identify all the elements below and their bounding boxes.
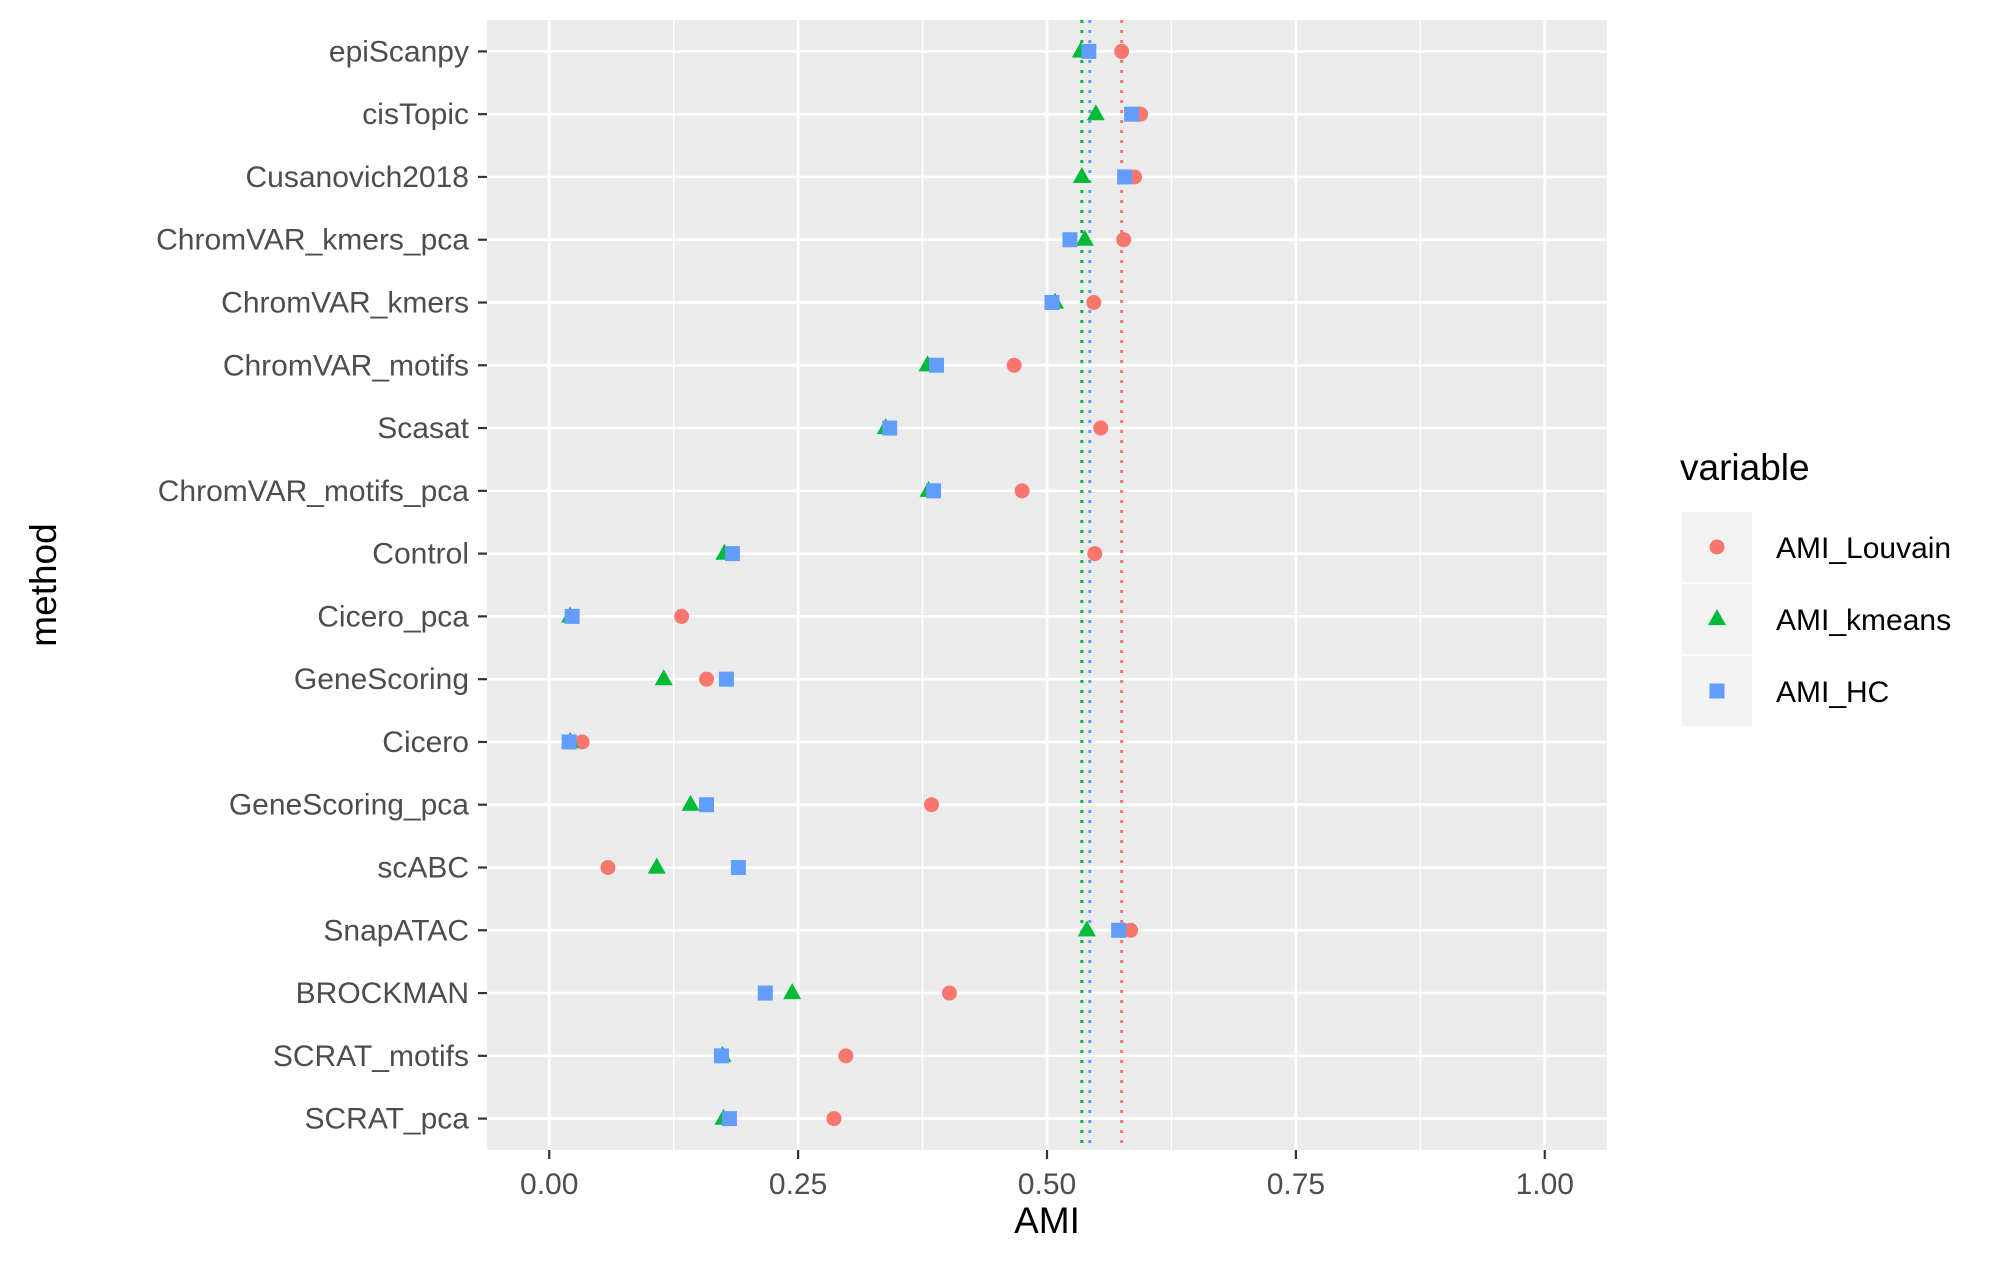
y-tick-label: ChromVAR_kmers_pca: [156, 224, 469, 257]
y-tick-label: BROCKMAN: [296, 977, 469, 1010]
point-AMI_Louvain-ChromVAR_motifs: [1006, 357, 1022, 373]
y-tick-label: Cicero: [382, 726, 469, 759]
y-tick-label: SCRAT_motifs: [273, 1040, 469, 1073]
grid-major: [487, 20, 1607, 1150]
point-AMI_Louvain-Control: [1087, 546, 1103, 562]
x-tick-label: 0.00: [520, 1168, 578, 1201]
legend-label: AMI_kmeans: [1776, 604, 1951, 637]
point-AMI_kmeans-Cusanovich2018: [1072, 167, 1091, 184]
point-AMI_HC-Cicero_pca: [564, 608, 580, 624]
legend-label: AMI_Louvain: [1776, 532, 1951, 565]
point-AMI_Louvain-GeneScoring_pca: [924, 797, 940, 813]
x-axis-title: AMI: [1014, 1200, 1080, 1241]
legend-key-marker-AMI_kmeans: [1708, 609, 1726, 626]
point-AMI_Louvain-ChromVAR_kmers_pca: [1116, 232, 1132, 248]
point-AMI_Louvain-GeneScoring: [699, 671, 715, 687]
point-AMI_kmeans-GeneScoring_pca: [681, 794, 700, 811]
y-tick-label: SnapATAC: [323, 914, 469, 947]
point-AMI_kmeans-scABC: [647, 857, 666, 874]
x-tick-label: 0.75: [1267, 1168, 1325, 1201]
x-tick-label: 0.50: [1018, 1168, 1076, 1201]
point-AMI_Louvain-ChromVAR_motifs_pca: [1014, 483, 1030, 499]
point-AMI_Louvain-Scasat: [1093, 420, 1109, 436]
legend-key-marker-AMI_HC: [1709, 683, 1725, 699]
point-AMI_Louvain-ChromVAR_kmers: [1086, 295, 1102, 310]
point-AMI_HC-Control: [724, 546, 740, 562]
reference-lines: [1080, 20, 1124, 1150]
point-AMI_HC-Scasat: [882, 420, 898, 436]
point-AMI_kmeans-BROCKMAN: [783, 983, 802, 1000]
y-axis-title: method: [23, 523, 64, 646]
point-AMI_kmeans-ChromVAR_kmers_pca: [1075, 229, 1094, 246]
point-AMI_HC-ChromVAR_motifs_pca: [926, 483, 942, 499]
point-AMI_HC-BROCKMAN: [757, 985, 773, 1001]
y-axis: epiScanpy cisTopic Cusanovich2018 ChromVAR_…: [156, 35, 487, 1136]
point-AMI_Louvain-BROCKMAN: [941, 985, 957, 1001]
y-tick-label: epiScanpy: [329, 35, 469, 68]
point-AMI_HC-scABC: [730, 860, 746, 875]
data-points: [561, 41, 1149, 1127]
point-AMI_Louvain-scABC: [600, 860, 616, 875]
point-AMI_HC-ChromVAR_kmers: [1044, 295, 1060, 310]
y-tick-label: SCRAT_pca: [304, 1103, 469, 1136]
point-AMI_Louvain-Cicero_pca: [674, 608, 690, 624]
point-AMI_HC-GeneScoring: [718, 671, 734, 687]
y-tick-label: scABC: [377, 852, 469, 885]
point-AMI_Louvain-SCRAT_pca: [826, 1111, 842, 1127]
point-AMI_Louvain-SnapATAC: [1123, 922, 1139, 938]
point-AMI_HC-GeneScoring_pca: [699, 797, 715, 813]
y-tick-label: Cusanovich2018: [246, 161, 470, 194]
legend-key-marker-AMI_Louvain: [1709, 539, 1725, 555]
y-tick-label: Control: [372, 538, 469, 571]
point-AMI_HC-cisTopic: [1124, 106, 1140, 122]
point-AMI_HC-ChromVAR_kmers_pca: [1062, 232, 1078, 248]
point-AMI_HC-SCRAT_motifs: [713, 1048, 729, 1064]
x-tick-label: 0.25: [769, 1168, 827, 1201]
legend-title: variable: [1680, 447, 1810, 488]
point-AMI_HC-Cicero: [561, 734, 577, 750]
point-AMI_HC-Cusanovich2018: [1117, 169, 1133, 185]
y-tick-label: GeneScoring_pca: [229, 789, 469, 822]
y-tick-label: ChromVAR_motifs_pca: [158, 475, 470, 508]
point-AMI_HC-epiScanpy: [1081, 43, 1097, 59]
x-axis: 0.00 0.25 0.50 0.75 1.00: [520, 1150, 1574, 1201]
grid-minor: [673, 20, 1421, 1150]
y-tick-label: Scasat: [377, 412, 469, 445]
point-AMI_kmeans-SnapATAC: [1077, 920, 1096, 937]
point-AMI_HC-ChromVAR_motifs: [928, 357, 944, 373]
y-tick-label: ChromVAR_kmers: [221, 287, 469, 320]
y-tick-label: cisTopic: [362, 98, 469, 131]
legend: variable AMI_Louvain AMI_kmeans AMI_HC: [1680, 447, 1951, 726]
y-tick-label: ChromVAR_motifs: [223, 349, 469, 382]
point-AMI_kmeans-GeneScoring: [654, 669, 673, 686]
y-tick-label: GeneScoring: [294, 663, 469, 696]
point-AMI_HC-SCRAT_pca: [721, 1111, 737, 1127]
point-AMI_Louvain-epiScanpy: [1114, 43, 1130, 59]
legend-label: AMI_HC: [1776, 676, 1889, 709]
point-AMI_kmeans-cisTopic: [1086, 104, 1105, 121]
y-tick-label: Cicero_pca: [317, 600, 469, 633]
point-AMI_Louvain-Cicero: [574, 734, 590, 750]
point-AMI_HC-SnapATAC: [1111, 922, 1127, 938]
point-AMI_Louvain-SCRAT_motifs: [838, 1048, 854, 1064]
x-tick-label: 1.00: [1516, 1168, 1574, 1201]
